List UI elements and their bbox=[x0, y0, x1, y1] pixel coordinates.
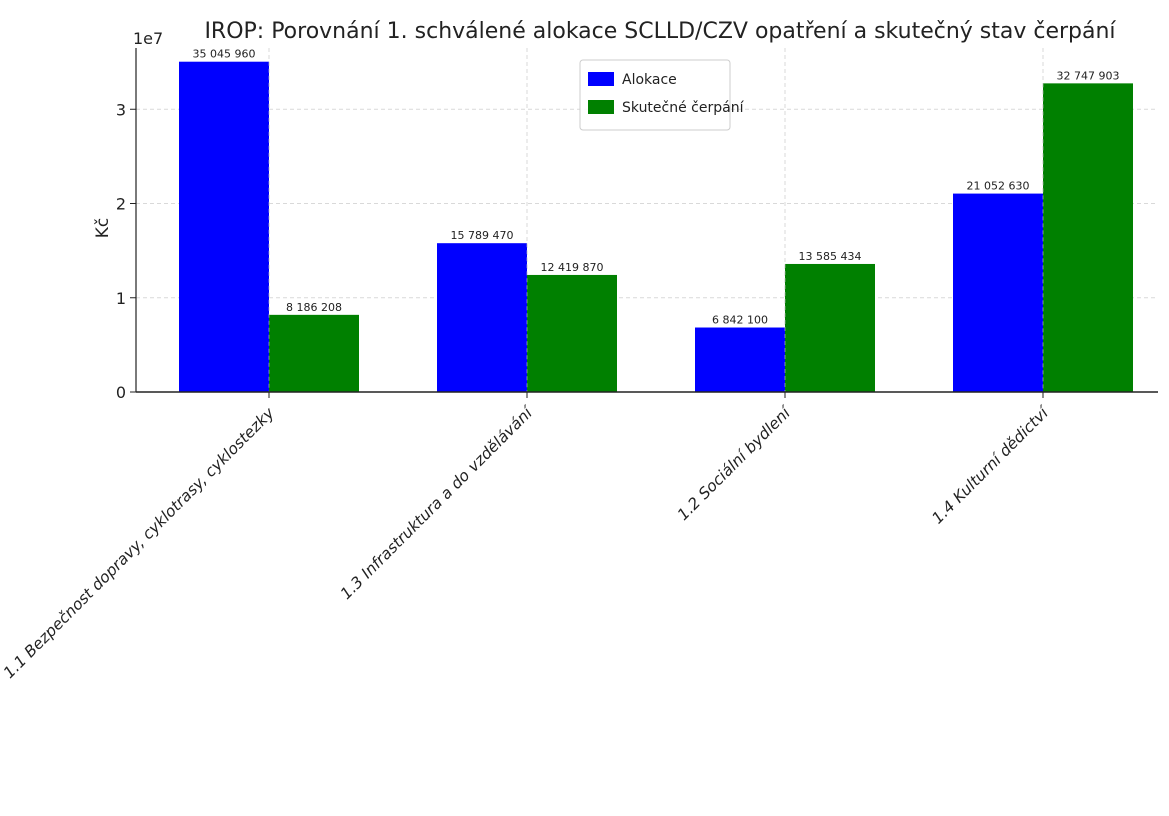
bar-cerpani bbox=[527, 274, 617, 392]
bar-value-label: 15 789 470 bbox=[451, 229, 514, 242]
legend-label: Alokace bbox=[622, 72, 677, 88]
y-tick-label: 1 bbox=[116, 289, 126, 308]
bar-value-label: 35 045 960 bbox=[193, 48, 256, 61]
bar-value-label: 8 186 208 bbox=[286, 301, 342, 314]
legend-box bbox=[579, 59, 731, 131]
legend: Alokace Skutečné čerpání bbox=[579, 59, 745, 131]
legend-swatch bbox=[588, 100, 614, 114]
y-axis-scale-label: 1e7 bbox=[133, 29, 163, 48]
bar-value-label: 12 419 870 bbox=[541, 261, 604, 274]
bar-value-label: 21 052 630 bbox=[967, 180, 1030, 193]
y-tick-label: 2 bbox=[116, 195, 126, 214]
x-tick-label: 1.3 Infrastruktura a do vzdělávání bbox=[337, 402, 538, 603]
y-tick-label: 3 bbox=[116, 100, 126, 119]
bar-cerpani bbox=[1043, 83, 1133, 392]
legend-label: Skutečné čerpání bbox=[622, 100, 745, 116]
bar-cerpani bbox=[785, 263, 875, 392]
bar-value-label: 6 842 100 bbox=[712, 314, 768, 327]
bar-alokace bbox=[695, 327, 785, 392]
bar-value-label: 32 747 903 bbox=[1057, 69, 1120, 82]
legend-swatch bbox=[588, 72, 614, 86]
bar-alokace bbox=[953, 193, 1043, 392]
bar-value-label: 13 585 434 bbox=[799, 250, 862, 263]
bars: 35 045 960 15 789 470 6 842 100 21 052 630 8… bbox=[179, 48, 1133, 393]
y-axis-label: Kč bbox=[93, 218, 113, 239]
bar-alokace bbox=[179, 61, 269, 393]
y-tick-label: 0 bbox=[116, 383, 126, 402]
x-tick-label: 1.4 Kulturní dědictví bbox=[929, 402, 1054, 527]
x-tick-label: 1.2 Sociální bydlení bbox=[674, 402, 796, 524]
x-tick-label: 1.1 Bezpečnost dopravy, cyklotrasy, cykl… bbox=[0, 404, 278, 682]
bar-cerpani bbox=[269, 314, 359, 392]
chart-title: IROP: Porovnání 1. schválené alokace SCL… bbox=[204, 19, 1116, 44]
bar-alokace bbox=[437, 243, 527, 392]
